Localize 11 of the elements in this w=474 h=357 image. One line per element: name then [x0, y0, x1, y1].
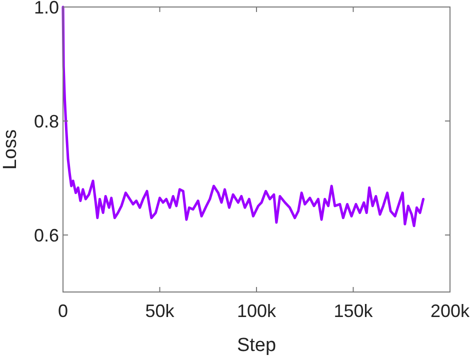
x-tick-label: 50k	[145, 301, 176, 321]
x-axis-title: Step	[236, 335, 276, 356]
y-tick-label: 0.6	[34, 225, 59, 246]
line-series	[62, 6, 425, 228]
x-tick-label: 150k	[334, 301, 374, 321]
x-tick-label: 0	[58, 301, 68, 321]
y-tick-label: 1.0	[34, 0, 59, 18]
y-axis-title: Loss	[0, 129, 21, 170]
x-tick-label: 100k	[236, 301, 278, 321]
y-tick-label: 0.8	[34, 111, 59, 132]
x-tick-label: 200k	[430, 301, 471, 321]
